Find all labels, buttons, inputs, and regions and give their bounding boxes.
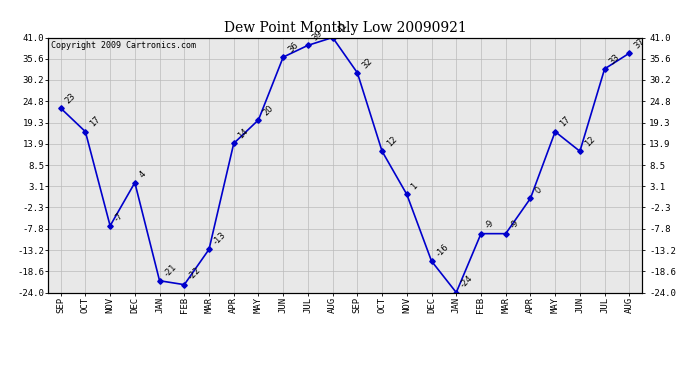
Text: 41: 41: [335, 21, 349, 35]
Text: 17: 17: [558, 115, 572, 129]
Text: -16: -16: [434, 242, 451, 258]
Text: -7: -7: [113, 211, 125, 223]
Text: 4: 4: [137, 170, 148, 180]
Text: 12: 12: [385, 135, 399, 148]
Text: -22: -22: [187, 266, 203, 282]
Text: 17: 17: [88, 115, 102, 129]
Text: 39: 39: [310, 29, 324, 43]
Title: Dew Point Monthly Low 20090921: Dew Point Monthly Low 20090921: [224, 21, 466, 35]
Text: 32: 32: [360, 56, 374, 70]
Text: 33: 33: [607, 52, 622, 66]
Text: -9: -9: [509, 219, 521, 231]
Text: 36: 36: [286, 40, 300, 54]
Text: 20: 20: [262, 104, 275, 117]
Text: -9: -9: [484, 219, 496, 231]
Text: 1: 1: [410, 182, 420, 192]
Text: -21: -21: [162, 262, 178, 278]
Text: 14: 14: [237, 127, 250, 141]
Text: -24: -24: [459, 274, 475, 290]
Text: 0: 0: [533, 186, 543, 196]
Text: -13: -13: [212, 231, 228, 247]
Text: 12: 12: [582, 135, 596, 148]
Text: 23: 23: [63, 92, 77, 105]
Text: 37: 37: [632, 36, 646, 50]
Text: Copyright 2009 Cartronics.com: Copyright 2009 Cartronics.com: [51, 41, 196, 50]
